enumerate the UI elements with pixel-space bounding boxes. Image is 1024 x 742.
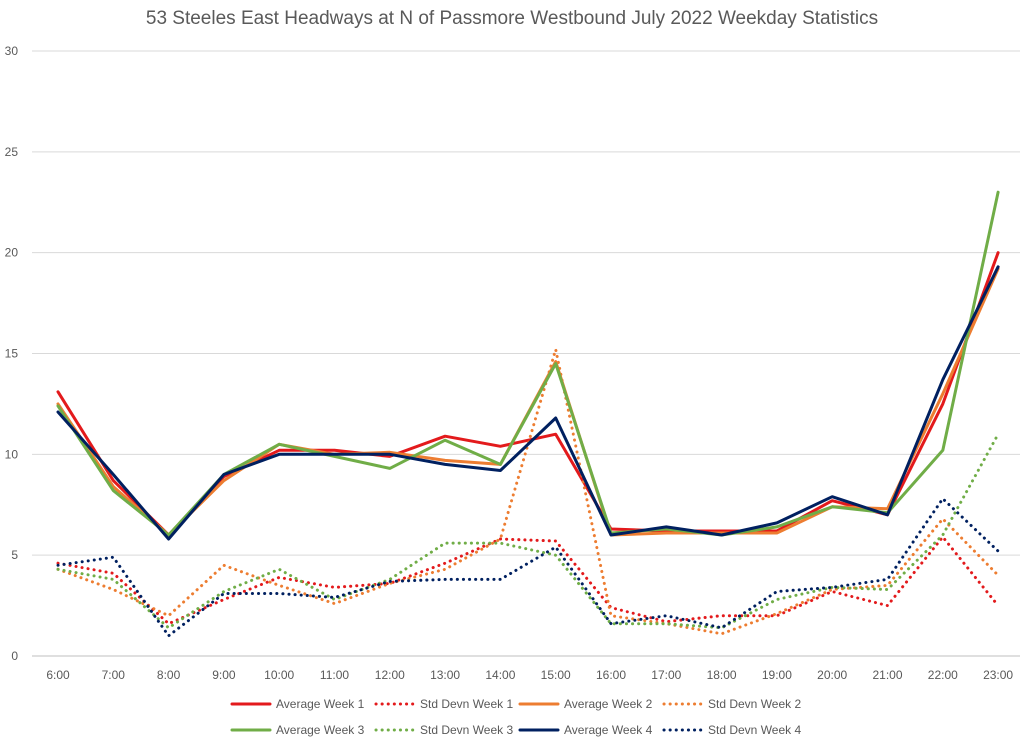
series-line	[56, 267, 1000, 537]
x-tick-label: 18:00	[707, 668, 737, 682]
legend-label: Average Week 2	[564, 697, 653, 711]
x-tick-label: 12:00	[375, 668, 405, 682]
legend-label: Average Week 3	[276, 723, 365, 737]
x-tick-label: 6:00	[46, 668, 70, 682]
x-tick-label: 19:00	[762, 668, 792, 682]
series-line	[56, 265, 1000, 541]
legend-label: Std Devn Week 4	[708, 723, 801, 737]
x-tick-label: 11:00	[320, 668, 349, 682]
series-line	[56, 251, 1000, 537]
x-tick-label: 10:00	[264, 668, 294, 682]
x-tick-label: 20:00	[817, 668, 847, 682]
legend-label: Average Week 1	[276, 697, 365, 711]
legend-label: Std Devn Week 3	[420, 723, 513, 737]
y-tick-label: 10	[5, 447, 19, 461]
x-tick-label: 7:00	[102, 668, 126, 682]
y-tick-label: 0	[11, 649, 18, 663]
x-tick-label: 23:00	[983, 668, 1013, 682]
series-line	[56, 535, 1000, 626]
x-tick-label: 16:00	[596, 668, 626, 682]
x-tick-label: 9:00	[212, 668, 236, 682]
x-tick-label: 15:00	[541, 668, 571, 682]
x-tick-label: 13:00	[430, 668, 460, 682]
x-tick-label: 14:00	[485, 668, 515, 682]
legend-label: Std Devn Week 2	[708, 697, 801, 711]
series-line	[56, 190, 1000, 537]
x-tick-label: 8:00	[157, 668, 181, 682]
x-tick-label: 21:00	[872, 668, 902, 682]
series-line	[56, 348, 1000, 636]
y-tick-label: 25	[5, 145, 19, 159]
legend-label: Std Devn Week 1	[420, 697, 513, 711]
x-tick-label: 22:00	[928, 668, 958, 682]
legend-label: Average Week 4	[564, 723, 653, 737]
chart-title: 53 Steeles East Headways at N of Passmor…	[145, 8, 879, 29]
y-tick-label: 30	[5, 44, 19, 58]
y-tick-label: 5	[11, 548, 18, 562]
y-tick-label: 15	[5, 347, 19, 361]
y-tick-label: 20	[5, 246, 19, 260]
series-line	[56, 497, 1000, 638]
x-tick-label: 17:00	[651, 668, 681, 682]
